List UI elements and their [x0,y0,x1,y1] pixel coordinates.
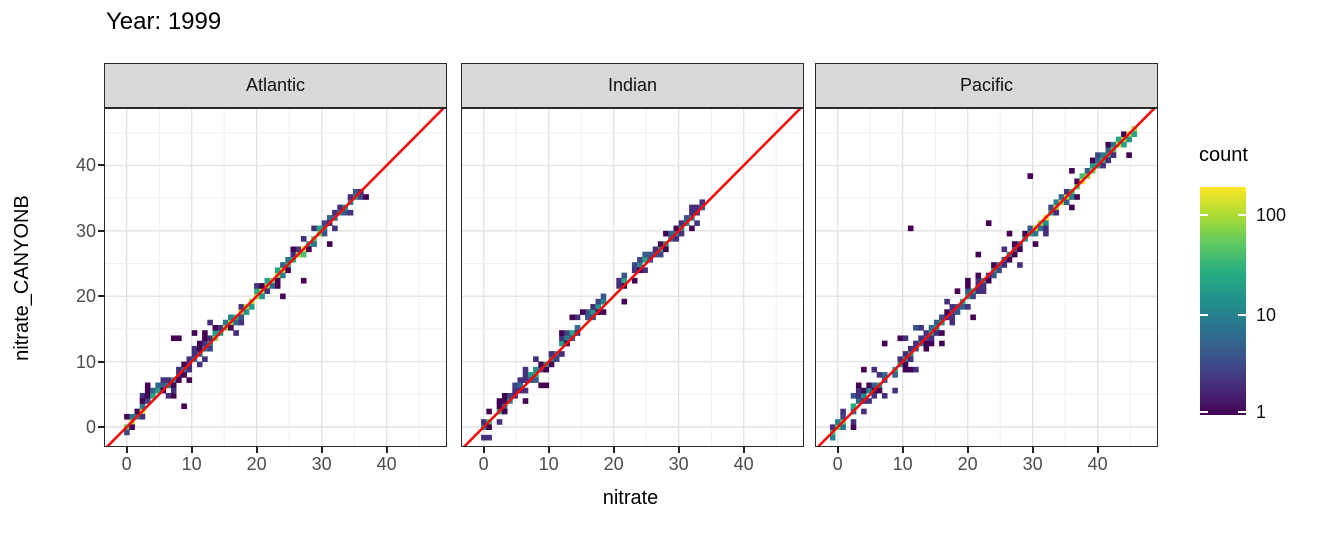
facet-strip-label: Indian [607,75,658,95]
y-tick-label: 20 [75,286,96,307]
x-tick-label: 40 [733,454,754,474]
facet-atlantic: Atlantic 0 10 20 30 40 [104,63,447,474]
legend-tick-left [1200,214,1208,217]
x-tick-mark [742,447,745,453]
y-tick-mark [98,164,104,167]
facet-panel [815,108,1158,447]
x-tick-mark [836,447,839,453]
facet-strip: Pacific [815,63,1158,108]
y-axis-title: nitrate_CANYONB [11,195,33,361]
legend-tick-left [1200,411,1208,413]
facet-strip-label: Atlantic [245,75,306,95]
x-axis-ticks: 0 10 20 30 40 [815,447,1158,481]
legend-title: count [1199,144,1248,166]
legend-tick-label: 100 [1256,205,1287,226]
legend-tick-right [1238,314,1246,317]
x-tick-label: 20 [246,454,267,474]
panel-canvas [815,108,1158,447]
x-tick-label: 30 [311,454,332,474]
x-tick-label: 20 [957,454,978,474]
x-tick-label: 0 [121,454,132,474]
x-tick-mark [547,447,550,453]
y-tick-mark [98,360,104,363]
x-tick-mark [901,447,904,453]
x-axis-ticks: 0 10 20 30 40 [104,447,447,481]
x-tick-label: 40 [376,454,397,474]
y-tick-mark [98,229,104,232]
facet-panel [104,108,447,447]
x-tick-label: 10 [538,454,559,474]
legend-tick-label: 1 [1256,402,1267,422]
y-tick-label: 30 [75,220,96,241]
facet-strip-label: Pacific [959,75,1013,95]
x-tick-label: 40 [1087,454,1108,474]
legend-tick-right [1238,411,1246,413]
x-tick-mark [482,447,485,453]
x-tick-mark [385,447,388,453]
legend-count: count 100 10 1 [1180,130,1344,450]
x-axis-ticks: 0 10 20 30 40 [461,447,804,481]
y-tick-label: 40 [75,155,96,176]
y-axis-ticks: 0 10 20 30 40 [0,0,104,537]
x-tick-label: 30 [1022,454,1043,474]
facet-panel [461,108,804,447]
x-tick-label: 0 [478,454,489,474]
x-tick-label: 20 [603,454,624,474]
x-tick-mark [1031,447,1034,453]
x-tick-label: 30 [668,454,689,474]
facet-strip: Atlantic [104,63,447,108]
x-tick-label: 10 [892,454,913,474]
facet-strip: Indian [461,63,804,108]
x-tick-mark [1096,447,1099,453]
x-tick-mark [966,447,969,453]
x-tick-mark [190,447,193,453]
legend-colorbar [1200,187,1246,415]
x-tick-label: 0 [832,454,843,474]
x-tick-mark [125,447,128,453]
y-tick-mark [98,295,104,298]
plot-title: Year: 1999 [106,8,222,35]
x-tick-mark [677,447,680,453]
y-tick-mark [98,426,104,428]
facet-indian: Indian 0 10 20 30 40 [461,63,804,474]
y-tick-label: 10 [75,351,96,372]
x-axis-title: nitrate [602,487,659,509]
legend-tick-left [1200,314,1208,317]
legend-tick-right [1238,214,1246,217]
x-tick-mark [612,447,615,453]
facet-pacific: Pacific 0 10 20 30 40 [815,63,1158,474]
x-tick-mark [320,447,323,453]
x-tick-label: 10 [181,454,202,474]
y-tick-label: 0 [85,417,96,437]
legend-tick-label: 10 [1256,305,1277,326]
x-tick-mark [255,447,258,453]
panel-canvas [104,108,447,447]
panel-canvas [461,108,804,447]
